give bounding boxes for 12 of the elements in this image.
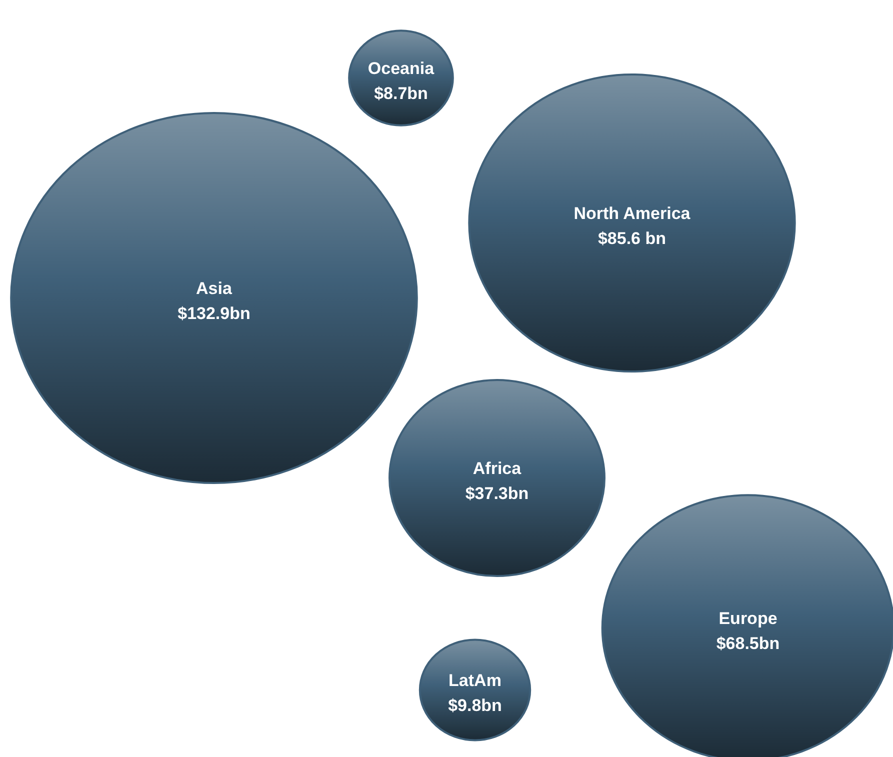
category-label: Asia [196,279,232,298]
category-label: North America [574,204,691,223]
data-label: $37.3bn [465,484,529,503]
category-label: Europe [718,609,778,628]
data-label: $9.8bn [448,696,502,715]
data-label: $85.6 bn [598,229,666,248]
category-label: Africa [472,459,522,478]
category-label: LatAm [448,671,502,690]
data-label: $132.9bn [178,304,250,323]
category-label: Oceania [368,59,435,78]
data-label: $8.7bn [374,84,428,103]
data-label: $68.5bn [716,634,780,653]
